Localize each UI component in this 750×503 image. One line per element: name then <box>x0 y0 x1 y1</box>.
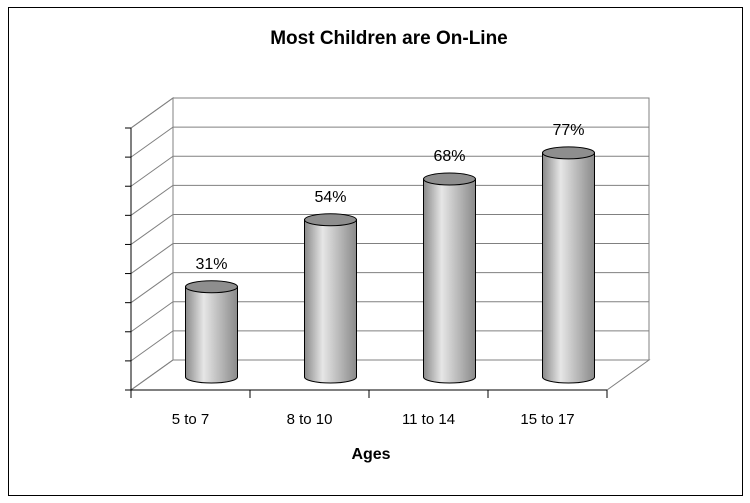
gridline <box>130 213 649 245</box>
data-label: 77% <box>552 122 584 139</box>
x-tick-labels: 5 to 7 8 to 10 11 to 14 15 to 17 <box>172 411 575 428</box>
bar-top <box>423 172 476 186</box>
bar-body <box>304 219 357 384</box>
x-axis-label: Ages <box>351 446 390 463</box>
x-tick-label: 5 to 7 <box>172 411 210 428</box>
gridline <box>130 359 649 391</box>
x-tick-label: 15 to 17 <box>520 411 574 428</box>
bar-top <box>304 213 357 227</box>
data-label: 31% <box>195 256 227 273</box>
chart-frame: Most Children are On-Line 31% 54% 68% 77% 5… <box>8 7 743 496</box>
gridline <box>130 272 649 304</box>
bar <box>185 280 238 384</box>
chart-title: Most Children are On-Line <box>270 28 508 49</box>
gridline <box>130 243 649 274</box>
bar-body <box>542 152 595 384</box>
data-label: 54% <box>314 189 346 206</box>
data-label: 68% <box>433 148 465 165</box>
axes <box>125 127 608 398</box>
gridline <box>130 301 649 333</box>
bar-chart: Most Children are On-Line 31% 54% 68% 77% 5… <box>125 28 651 463</box>
bar-body <box>423 178 476 384</box>
gridline <box>130 97 649 129</box>
bar-top <box>185 280 238 294</box>
gridline <box>130 184 649 216</box>
data-labels: 31% 54% 68% 77% <box>195 122 584 273</box>
bar <box>542 146 595 384</box>
bars <box>185 146 595 384</box>
bar <box>304 213 357 384</box>
x-tick-label: 8 to 10 <box>287 411 333 428</box>
gridline <box>130 330 649 362</box>
gridlines <box>130 97 649 391</box>
bar-top <box>542 146 595 160</box>
bar <box>423 172 476 384</box>
bar-body <box>185 286 238 384</box>
gridline <box>130 126 649 158</box>
x-tick-label: 11 to 14 <box>402 411 455 428</box>
gridline <box>130 155 649 187</box>
